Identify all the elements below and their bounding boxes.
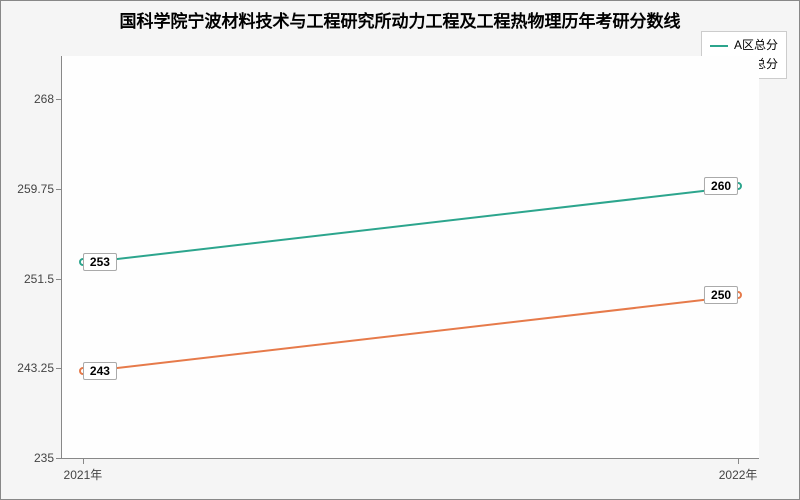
plot-area: 235243.25251.5259.752682021年2022年2532602… <box>61 56 759 459</box>
data-point-label: 253 <box>83 253 117 271</box>
xtick-label: 2021年 <box>64 466 103 483</box>
series-line <box>83 295 738 373</box>
ytick-label: 251.5 <box>24 272 54 286</box>
ytick-label: 259.75 <box>17 182 54 196</box>
chart-container: 国科学院宁波材料技术与工程研究所动力工程及工程热物理历年考研分数线 A区总分 B… <box>0 0 800 500</box>
xtick-label: 2022年 <box>719 466 758 483</box>
data-point-label: 250 <box>704 286 738 304</box>
chart-title: 国科学院宁波材料技术与工程研究所动力工程及工程热物理历年考研分数线 <box>1 7 799 32</box>
data-point-label: 243 <box>83 362 117 380</box>
legend-swatch <box>710 45 728 47</box>
legend-label: A区总分 <box>734 36 778 55</box>
ytick-label: 268 <box>34 92 54 106</box>
ytick-label: 243.25 <box>17 361 54 375</box>
series-line <box>83 186 738 264</box>
data-point-label: 260 <box>704 177 738 195</box>
ytick-label: 235 <box>34 451 54 465</box>
legend-item: A区总分 <box>710 36 778 55</box>
